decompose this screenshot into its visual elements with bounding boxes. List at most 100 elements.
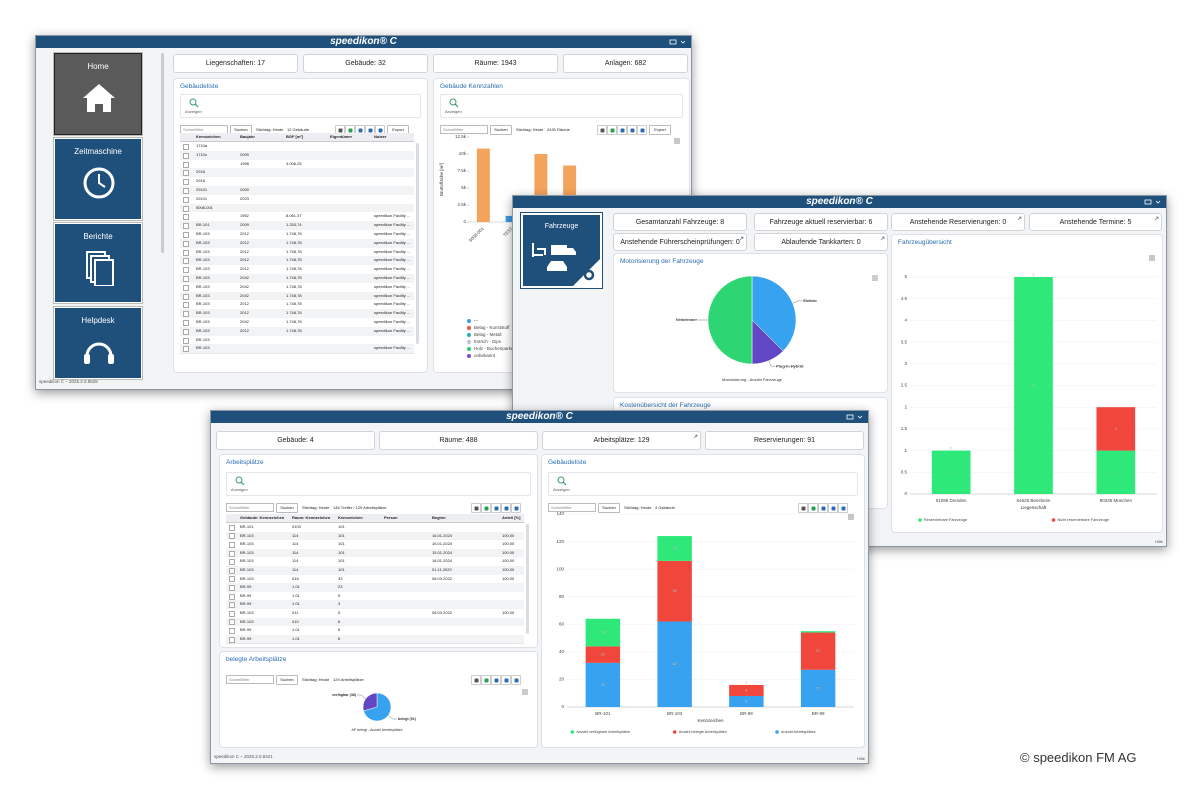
row-checkbox[interactable] <box>183 187 189 194</box>
row-checkbox[interactable] <box>183 267 189 274</box>
tool-button[interactable] <box>511 675 521 685</box>
stat-card[interactable]: Anstehende Reservierungen: 0 <box>891 213 1025 231</box>
help-link[interactable]: Hilfe <box>1154 539 1163 544</box>
tool-button[interactable] <box>818 503 828 513</box>
row-checkbox[interactable] <box>183 328 189 335</box>
row-checkbox[interactable] <box>183 258 189 265</box>
stat-card[interactable]: Ablaufende Tankkarten: 0 <box>754 233 888 251</box>
tool-button[interactable] <box>597 125 607 135</box>
stat-card[interactable]: Anstehende Führerscheinprüfungen: 0 <box>613 233 747 251</box>
row-checkbox[interactable] <box>229 585 235 591</box>
column-header[interactable]: Nutzer <box>374 134 387 139</box>
column-header[interactable]: Beginn <box>432 515 446 520</box>
search-button[interactable]: Suchen <box>276 503 298 513</box>
tool-button[interactable] <box>501 675 511 685</box>
row-checkbox[interactable] <box>183 319 189 326</box>
tool-button[interactable] <box>471 503 481 513</box>
show-box[interactable]: Anzeigen <box>548 472 858 496</box>
filter-input[interactable]: Schnellfilter <box>548 503 596 512</box>
row-checkbox[interactable] <box>229 550 235 557</box>
row-checkbox[interactable] <box>183 214 189 221</box>
row-checkbox[interactable] <box>183 170 189 177</box>
search-button[interactable]: Suchen <box>598 503 620 513</box>
nav-tile[interactable]: Zeitmaschine <box>53 137 143 221</box>
row-checkbox[interactable] <box>183 196 189 203</box>
stat-card[interactable]: Reservierungen: 91 <box>705 431 864 450</box>
row-checkbox[interactable] <box>229 619 235 626</box>
row-checkbox[interactable] <box>183 275 189 282</box>
search-button[interactable]: Suchen <box>276 675 298 685</box>
row-checkbox[interactable] <box>183 311 189 318</box>
column-header[interactable]: Gebäude: Kennzeichen <box>240 515 285 520</box>
tool-button[interactable] <box>627 125 637 135</box>
row-checkbox[interactable] <box>229 524 235 531</box>
filter-input[interactable]: Schnellfilter <box>440 125 488 134</box>
stat-card[interactable]: Fahrzeuge aktuell reservierbar: 6 <box>754 213 888 231</box>
table-row[interactable] <box>226 634 524 645</box>
tool-button[interactable] <box>511 503 521 513</box>
stat-card[interactable]: Arbeitsplätze: 129 <box>542 431 701 450</box>
column-header[interactable]: Eigentümer <box>330 134 353 139</box>
row-checkbox[interactable] <box>229 576 235 583</box>
tool-button[interactable] <box>617 125 627 135</box>
row-checkbox[interactable] <box>183 179 189 186</box>
row-checkbox[interactable] <box>183 293 189 300</box>
stat-card[interactable]: Anstehende Termine: 5 <box>1029 213 1162 231</box>
show-box[interactable]: Anzeigen <box>440 94 683 118</box>
stat-card[interactable]: Gebäude: 4 <box>216 431 375 450</box>
row-checkbox[interactable] <box>229 542 235 548</box>
stat-card[interactable]: Räume: 488 <box>379 431 538 450</box>
row-checkbox[interactable] <box>229 559 235 566</box>
module-tile[interactable]: Fahrzeuge <box>520 212 603 289</box>
tool-button[interactable] <box>501 503 511 513</box>
column-header[interactable]: Raum: Kennzeichen <box>292 515 331 520</box>
row-checkbox[interactable] <box>229 610 235 617</box>
row-checkbox[interactable] <box>229 593 235 600</box>
row-checkbox[interactable] <box>183 143 189 150</box>
help-link[interactable]: Hilfe <box>856 756 865 761</box>
row-checkbox[interactable] <box>183 337 189 344</box>
nav-tile[interactable]: Helpdesk <box>53 306 143 380</box>
row-checkbox[interactable] <box>183 152 189 159</box>
row-checkbox[interactable] <box>229 533 235 540</box>
row-checkbox[interactable] <box>229 628 235 634</box>
nav-tile[interactable]: Home <box>53 52 143 136</box>
row-checkbox[interactable] <box>183 161 189 168</box>
tool-button[interactable] <box>828 503 838 513</box>
row-checkbox[interactable] <box>229 602 235 609</box>
row-checkbox[interactable] <box>229 636 235 643</box>
row-checkbox[interactable] <box>183 240 189 247</box>
column-header[interactable]: Kennzeichen <box>338 515 363 520</box>
stat-card[interactable]: Räume: 1943 <box>433 54 558 73</box>
tool-button[interactable] <box>798 503 808 513</box>
column-header[interactable]: Person <box>384 515 398 520</box>
stat-card[interactable]: Gesamtanzahl Fahrzeuge: 8 <box>613 213 747 231</box>
stat-card[interactable]: Liegenschaften: 17 <box>173 54 298 73</box>
tool-button[interactable] <box>607 125 617 135</box>
tool-button[interactable] <box>481 503 491 513</box>
row-checkbox[interactable] <box>183 346 189 353</box>
column-header[interactable]: BGF [m²] <box>286 134 304 139</box>
row-checkbox[interactable] <box>183 284 189 291</box>
column-header[interactable]: Kennzeichen <box>196 134 221 139</box>
show-box[interactable]: Anzeigen <box>180 94 421 118</box>
search-button[interactable]: Suchen <box>490 125 512 135</box>
row-checkbox[interactable] <box>183 231 189 238</box>
tool-button[interactable] <box>808 503 818 513</box>
row-checkbox[interactable] <box>183 302 189 309</box>
row-checkbox[interactable] <box>183 249 189 256</box>
column-header[interactable]: Anteil [%] <box>502 515 521 520</box>
stat-card[interactable]: Anlagen: 682 <box>563 54 688 73</box>
tool-button[interactable] <box>637 125 647 135</box>
show-box[interactable]: Anzeigen <box>226 472 531 496</box>
table-row[interactable] <box>180 344 414 355</box>
filter-input[interactable]: Schnellfilter <box>226 675 274 684</box>
tool-button[interactable] <box>471 675 481 685</box>
nav-tile[interactable]: Berichte <box>53 222 143 304</box>
export-button[interactable]: Export <box>649 125 671 135</box>
row-checkbox[interactable] <box>229 567 235 574</box>
row-checkbox[interactable] <box>183 223 189 230</box>
tool-button[interactable] <box>491 503 501 513</box>
tool-button[interactable] <box>838 503 848 513</box>
filter-input[interactable]: Schnellfilter <box>226 503 274 512</box>
